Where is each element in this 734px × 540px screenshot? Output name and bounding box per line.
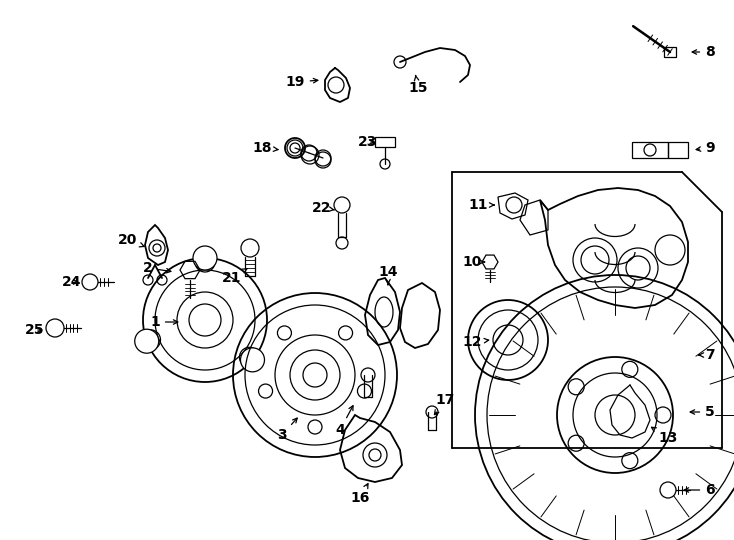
Circle shape	[135, 329, 159, 353]
Text: 10: 10	[462, 255, 484, 269]
Text: 8: 8	[692, 45, 715, 59]
Circle shape	[334, 197, 350, 213]
Text: 24: 24	[62, 275, 81, 289]
Text: 16: 16	[350, 484, 370, 505]
Text: 12: 12	[462, 335, 489, 349]
Text: 6: 6	[684, 483, 715, 497]
Text: 13: 13	[652, 427, 677, 445]
Text: 5: 5	[690, 405, 715, 419]
Text: 4: 4	[335, 406, 353, 437]
Circle shape	[193, 246, 217, 270]
Text: 7: 7	[699, 348, 715, 362]
Text: 22: 22	[312, 201, 335, 215]
Text: 21: 21	[222, 268, 247, 285]
Text: 14: 14	[378, 265, 398, 285]
Text: 9: 9	[696, 141, 715, 155]
Text: 20: 20	[118, 233, 144, 247]
Text: 19: 19	[286, 75, 318, 89]
Text: 17: 17	[435, 393, 454, 415]
Text: 23: 23	[358, 135, 378, 149]
Circle shape	[241, 348, 264, 372]
Text: 3: 3	[277, 418, 297, 442]
Circle shape	[426, 406, 438, 418]
Text: 15: 15	[408, 76, 428, 95]
Circle shape	[241, 239, 259, 257]
Text: 18: 18	[252, 141, 278, 155]
Text: 1: 1	[150, 315, 178, 329]
Text: 2: 2	[143, 261, 171, 275]
Text: 11: 11	[468, 198, 494, 212]
Text: 25: 25	[25, 323, 45, 337]
